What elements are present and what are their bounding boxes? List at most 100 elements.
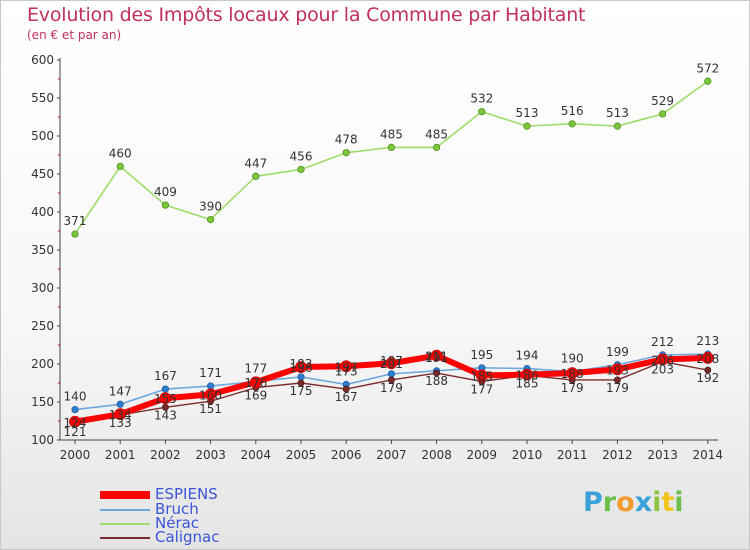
data-label-calignac: 175 <box>290 384 313 398</box>
data-label-nrac: 371 <box>64 214 87 228</box>
data-point-calignac <box>614 376 621 384</box>
logo-letter: r <box>602 487 617 518</box>
data-label-espiens: 196 <box>290 361 313 375</box>
data-label-calignac: 151 <box>199 402 222 416</box>
data-point-espiens <box>566 367 579 380</box>
data-point-nrac <box>613 122 622 130</box>
data-point-espiens <box>69 415 81 428</box>
data-label-espiens: 124 <box>64 416 87 430</box>
logo-letter: i <box>652 487 662 518</box>
data-label-espiens: 206 <box>651 353 674 367</box>
x-tick-label: 2002 <box>150 448 181 462</box>
chart-subtitle: (en € et par an) <box>27 28 122 42</box>
data-point-espiens <box>385 357 398 370</box>
logo-letter: x <box>634 487 653 518</box>
data-label-nrac: 409 <box>154 185 177 199</box>
data-label-nrac: 460 <box>109 146 132 160</box>
data-label-calignac: 177 <box>470 382 493 396</box>
legend-swatch-espiens <box>100 491 150 499</box>
data-label-bruch: 212 <box>651 335 674 349</box>
data-point-espiens <box>340 360 353 373</box>
data-point-bruch <box>116 400 124 408</box>
data-label-bruch: 199 <box>606 345 629 359</box>
x-tick-label: 2008 <box>421 448 452 462</box>
data-label-espiens: 186 <box>516 369 539 383</box>
x-tick-label: 2006 <box>331 448 362 462</box>
data-point-nrac <box>116 162 124 170</box>
data-label-espiens: 201 <box>380 357 403 371</box>
data-label-bruch: 140 <box>64 390 87 404</box>
data-point-nrac <box>387 143 395 151</box>
data-label-espiens: 176 <box>244 376 267 390</box>
data-label-nrac: 516 <box>561 104 584 118</box>
data-label-calignac: 179 <box>606 381 629 395</box>
data-point-nrac <box>568 120 576 128</box>
data-label-nrac: 485 <box>380 127 403 141</box>
data-point-espiens <box>611 363 624 376</box>
proxiti-logo: Proxiti <box>583 487 684 518</box>
data-point-espiens <box>249 376 262 389</box>
data-label-calignac: 203 <box>651 363 674 377</box>
data-point-espiens <box>204 388 217 401</box>
data-label-bruch: 167 <box>154 369 177 383</box>
data-point-calignac <box>342 385 350 393</box>
data-label-nrac: 456 <box>290 149 313 163</box>
data-label-bruch: 213 <box>696 334 719 348</box>
x-tick-label: 2012 <box>602 448 633 462</box>
data-label-nrac: 532 <box>470 92 493 106</box>
data-label-calignac: 192 <box>696 371 719 385</box>
data-label-bruch: 147 <box>109 384 132 398</box>
y-tick-label: 200 <box>31 357 54 371</box>
data-point-bruch <box>71 405 79 414</box>
data-label-espiens: 134 <box>109 408 132 422</box>
data-label-nrac: 485 <box>425 127 448 141</box>
x-tick-label: 2004 <box>241 448 272 462</box>
data-point-nrac <box>161 201 169 209</box>
x-tick-label: 2007 <box>376 448 407 462</box>
x-tick-label: 2000 <box>60 448 91 462</box>
y-tick-label: 600 <box>31 53 54 67</box>
data-point-espiens <box>430 349 443 362</box>
data-point-espiens <box>114 408 127 421</box>
data-label-nrac: 572 <box>696 61 719 75</box>
data-label-calignac: 188 <box>425 374 448 388</box>
data-point-nrac <box>658 110 667 118</box>
data-label-calignac: 179 <box>561 381 584 395</box>
data-point-calignac <box>433 369 441 377</box>
data-label-bruch: 177 <box>244 361 267 375</box>
data-point-nrac <box>71 230 79 238</box>
logo-letter: P <box>583 487 603 518</box>
data-point-calignac <box>297 379 305 387</box>
y-tick-label: 450 <box>31 167 54 181</box>
data-label-bruch: 187 <box>380 354 403 368</box>
data-point-nrac <box>478 108 486 116</box>
data-label-espiens: 211 <box>425 350 448 364</box>
data-point-bruch <box>161 385 169 393</box>
y-tick-label: 150 <box>31 395 54 409</box>
data-point-espiens <box>475 369 488 382</box>
x-tick-label: 2014 <box>693 448 724 462</box>
x-tick-label: 2010 <box>512 448 543 462</box>
data-point-nrac <box>523 122 531 130</box>
data-label-nrac: 513 <box>606 106 629 120</box>
legend-label-nrac: Nérac <box>155 514 200 532</box>
data-label-bruch: 194 <box>516 349 539 363</box>
data-point-espiens <box>656 353 669 366</box>
data-label-espiens: 208 <box>696 352 719 366</box>
data-point-espiens <box>295 361 307 373</box>
y-tick-label: 250 <box>31 319 54 333</box>
data-label-bruch: 190 <box>561 352 584 366</box>
data-point-bruch <box>387 370 395 378</box>
data-label-calignac: 179 <box>380 381 403 395</box>
data-label-bruch: 183 <box>290 357 313 371</box>
data-label-nrac: 529 <box>651 94 674 108</box>
data-point-calignac <box>161 403 169 411</box>
data-label-calignac: 185 <box>516 376 539 390</box>
logo-letter: t <box>661 487 675 518</box>
x-tick-label: 2011 <box>557 448 588 462</box>
data-point-nrac <box>297 165 305 174</box>
data-point-espiens <box>521 368 533 381</box>
x-tick-label: 2005 <box>286 448 317 462</box>
